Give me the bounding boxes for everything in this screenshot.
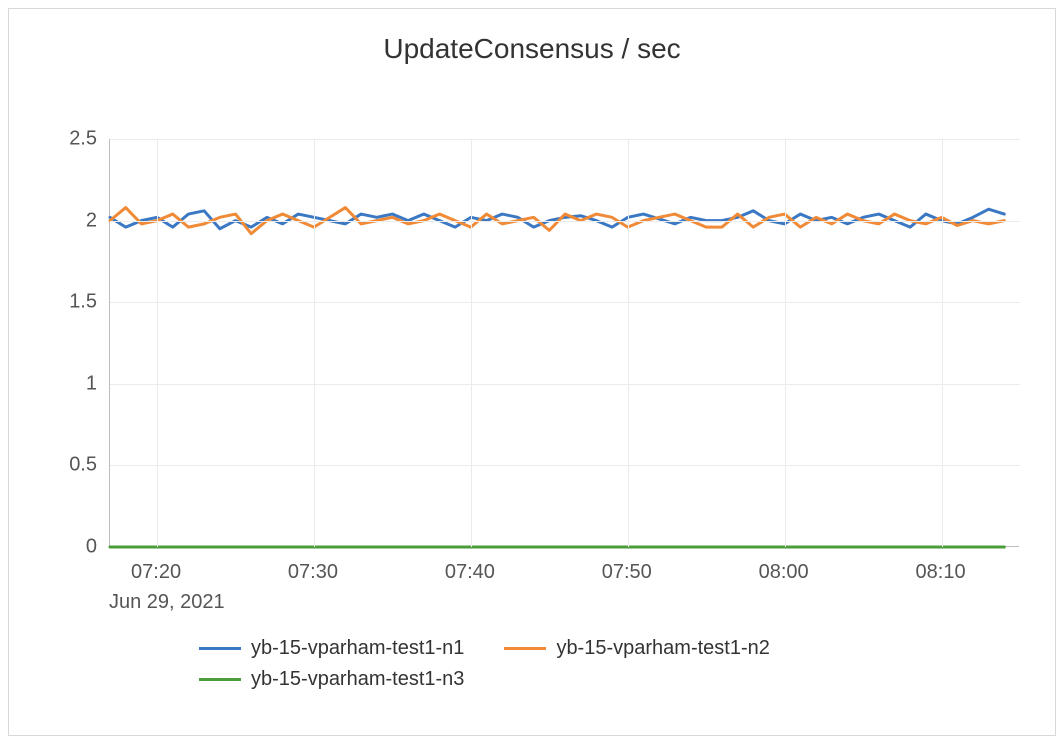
legend-item[interactable]: yb-15-vparham-test1-n3 [199, 668, 464, 691]
grid-line-h [110, 384, 1020, 385]
legend-item[interactable]: yb-15-vparham-test1-n1 [199, 637, 464, 660]
y-tick-label: 0.5 [69, 454, 97, 477]
chart-container: UpdateConsensus / sec yb-15-vparham-test… [8, 8, 1056, 736]
legend-label: yb-15-vparham-test1-n1 [251, 637, 464, 660]
y-tick-label: 0 [86, 536, 97, 559]
x-date-label: Jun 29, 2021 [109, 591, 225, 614]
y-tick-label: 2 [86, 209, 97, 232]
legend: yb-15-vparham-test1-n1 yb-15-vparham-test… [199, 637, 1015, 691]
y-tick-label: 2.5 [69, 128, 97, 151]
y-tick-label: 1.5 [69, 291, 97, 314]
grid-line-v [157, 139, 158, 547]
legend-label: yb-15-vparham-test1-n3 [251, 668, 464, 691]
x-tick-label: 07:30 [288, 561, 338, 584]
x-tick-label: 08:00 [759, 561, 809, 584]
chart-lines-svg [110, 139, 1019, 546]
grid-line-h [110, 221, 1020, 222]
y-tick-label: 1 [86, 372, 97, 395]
legend-item[interactable]: yb-15-vparham-test1-n2 [504, 637, 769, 660]
x-tick-label: 07:40 [445, 561, 495, 584]
grid-line-v [628, 139, 629, 547]
legend-swatch [199, 647, 241, 650]
grid-line-v [785, 139, 786, 547]
legend-swatch [199, 678, 241, 681]
x-tick-label: 07:20 [131, 561, 181, 584]
x-tick-label: 08:10 [916, 561, 966, 584]
legend-label: yb-15-vparham-test1-n2 [556, 637, 769, 660]
grid-line-v [314, 139, 315, 547]
chart-title: UpdateConsensus / sec [9, 9, 1055, 65]
x-tick-label: 07:50 [602, 561, 652, 584]
grid-line-v [942, 139, 943, 547]
plot-area [109, 139, 1019, 547]
grid-line-v [471, 139, 472, 547]
grid-line-h [110, 302, 1020, 303]
legend-swatch [504, 647, 546, 650]
grid-line-h [110, 465, 1020, 466]
grid-line-h [110, 139, 1020, 140]
